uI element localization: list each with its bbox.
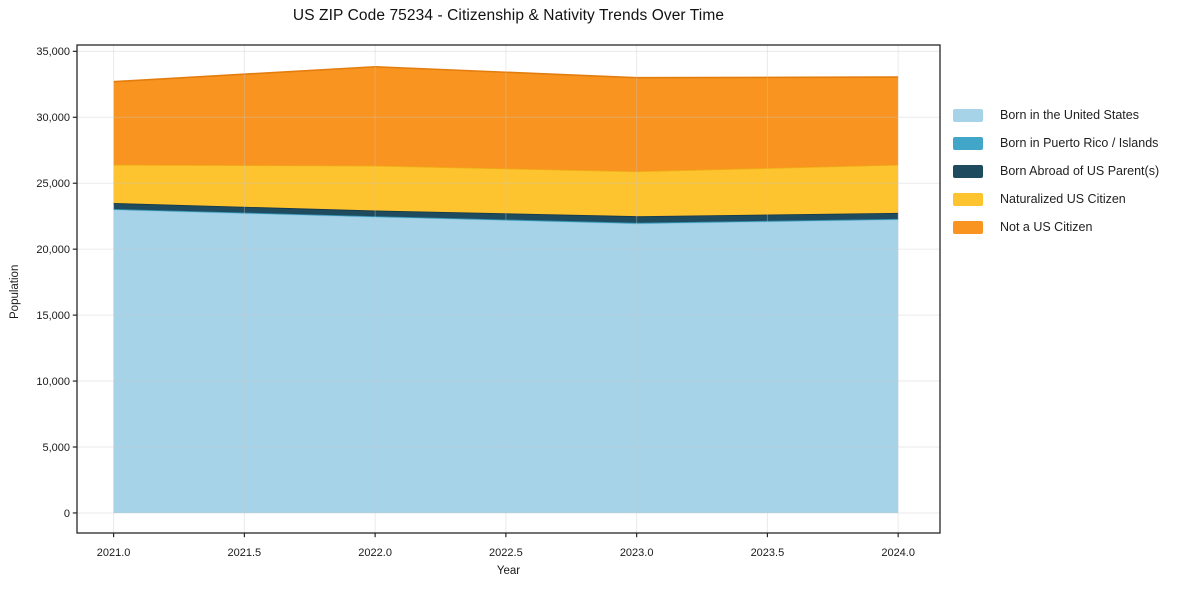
x-tick-label-2021: 2021.0 [97,547,131,559]
area-born-abroad-of-us-parent-s [113,203,899,223]
legend-swatch-icon [953,192,983,206]
legend-swatch-icon [953,164,983,178]
plot-border [76,44,941,534]
x-tick-label-2023.5: 2023.5 [751,547,785,559]
legend-label: Born Abroad of US Parent(s) [1000,164,1160,178]
y-tick-label-10000: 10,000 [36,376,70,388]
area-born-in-the-united-states [113,209,899,513]
x-axis-title: Year [496,565,521,577]
legend-label: Not a US Citizen [1000,220,1093,234]
legend-label: Born in Puerto Rico / Islands [1000,136,1159,150]
legend-label: Naturalized US Citizen [1000,192,1126,206]
y-tick-label-20000: 20,000 [36,244,70,256]
legend-swatch-icon [953,108,983,122]
area-edge-not-a-us-citizen [113,65,899,83]
y-tick-label-15000: 15,000 [36,310,70,322]
legend-swatch-icon [953,136,983,150]
legend-label: Born in the United States [1000,108,1139,122]
legend-item-born-in-puerto-rico-islands: Born in Puerto Rico / Islands [953,129,1159,157]
y-tick-label-35000: 35,000 [36,46,70,58]
area-naturalized-us-citizen [113,164,899,217]
legend-item-naturalized-us-citizen: Naturalized US Citizen [953,185,1159,213]
y-tick-label-30000: 30,000 [36,112,70,124]
chart-title: US ZIP Code 75234 - Citizenship & Nativi… [292,7,725,24]
y-tick-label-0: 0 [64,508,70,520]
legend-swatch-icon [953,220,983,234]
legend-item-born-in-the-united-states: Born in the United States [953,101,1159,129]
x-tick-label-2024: 2024.0 [881,547,915,559]
y-tick-label-5000: 5,000 [42,442,70,454]
x-tick-label-2022: 2022.0 [358,547,392,559]
y-axis-title: Population [9,264,21,319]
x-tick-label-2022.5: 2022.5 [489,547,523,559]
area-not-a-us-citizen [113,66,899,172]
legend: Born in the United States Born in Puerto … [953,101,1159,241]
legend-item-not-a-us-citizen: Not a US Citizen [953,213,1159,241]
y-tick-label-25000: 25,000 [36,178,70,190]
legend-item-born-abroad-of-us-parent-s: Born Abroad of US Parent(s) [953,157,1159,185]
x-tick-label-2021.5: 2021.5 [228,547,262,559]
x-tick-label-2023: 2023.0 [620,547,654,559]
